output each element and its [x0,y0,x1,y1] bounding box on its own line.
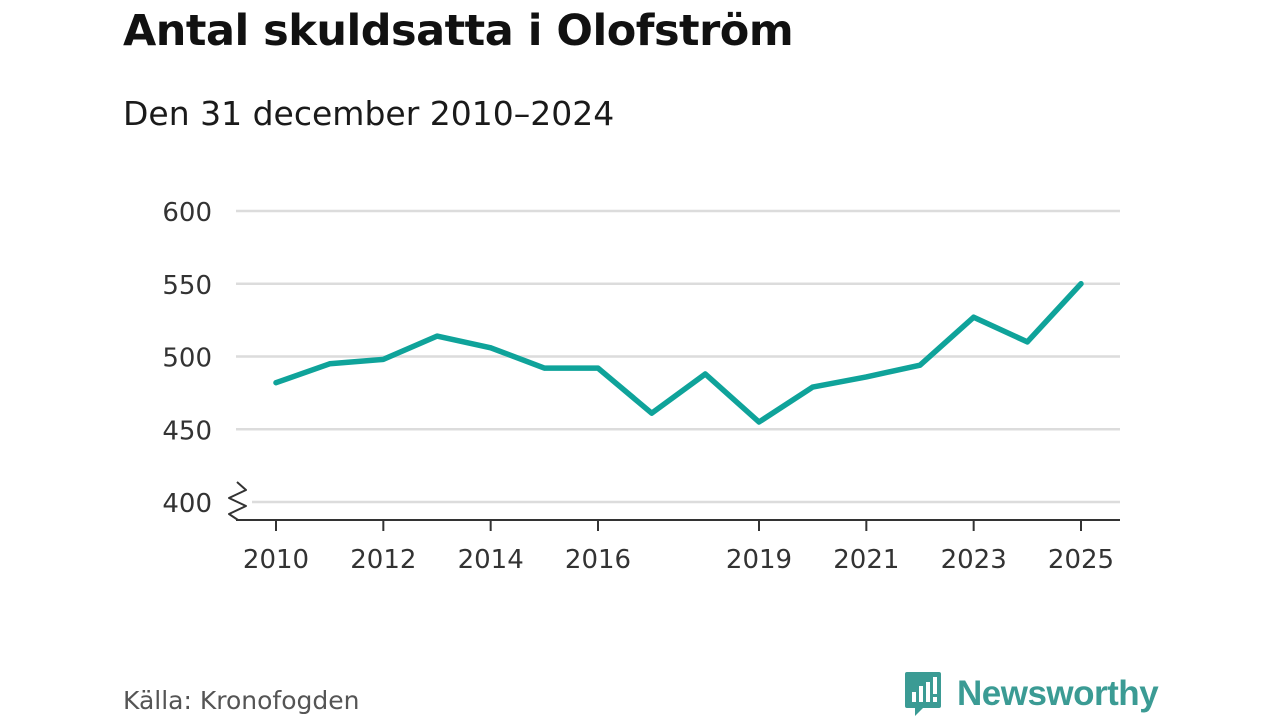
x-tick-label: 2010 [243,545,309,575]
chart-subtitle: Den 31 december 2010–2024 [123,94,615,133]
data-point [1078,281,1084,287]
gridlines [228,209,1120,521]
brand-name: Newsworthy [957,674,1159,713]
y-tick-label: 450 [162,416,212,446]
data-point [434,333,440,339]
data-point [810,384,816,390]
x-tick-label: 2012 [350,545,416,575]
data-point [273,380,279,386]
x-tick-label: 2014 [458,545,524,575]
data-point [1024,339,1030,345]
x-axis-ticks: 2010 2012 2014 2016 2019 2021 2023 2025 [243,520,1114,575]
data-point [971,314,977,320]
axis-break-icon [228,481,247,521]
y-tick-label: 600 [162,198,212,228]
data-point [863,374,869,380]
data-point [327,361,333,367]
data-point [649,410,655,416]
x-tick-label: 2023 [941,545,1007,575]
y-tick-label: 400 [162,489,212,519]
y-axis-ticks: 400 450 500 550 600 [162,198,212,519]
data-point [756,419,762,425]
series-group [273,281,1084,425]
source-note: Källa: Kronofogden [123,686,360,715]
newsworthy-logo-icon [905,672,941,716]
series-line [273,281,1084,425]
data-point [917,362,923,368]
data-point [488,345,494,351]
chart-title: Antal skuldsatta i Olofström [123,6,794,56]
data-point [702,371,708,377]
x-tick-label: 2021 [833,545,899,575]
y-tick-label: 500 [162,344,212,374]
data-point [380,356,386,362]
x-tick-label: 2016 [565,545,631,575]
data-point [541,365,547,371]
brand-logo: Newsworthy [903,670,1159,718]
y-tick-label: 550 [162,271,212,301]
data-point [595,365,601,371]
x-tick-label: 2019 [726,545,792,575]
x-tick-label: 2025 [1048,545,1114,575]
